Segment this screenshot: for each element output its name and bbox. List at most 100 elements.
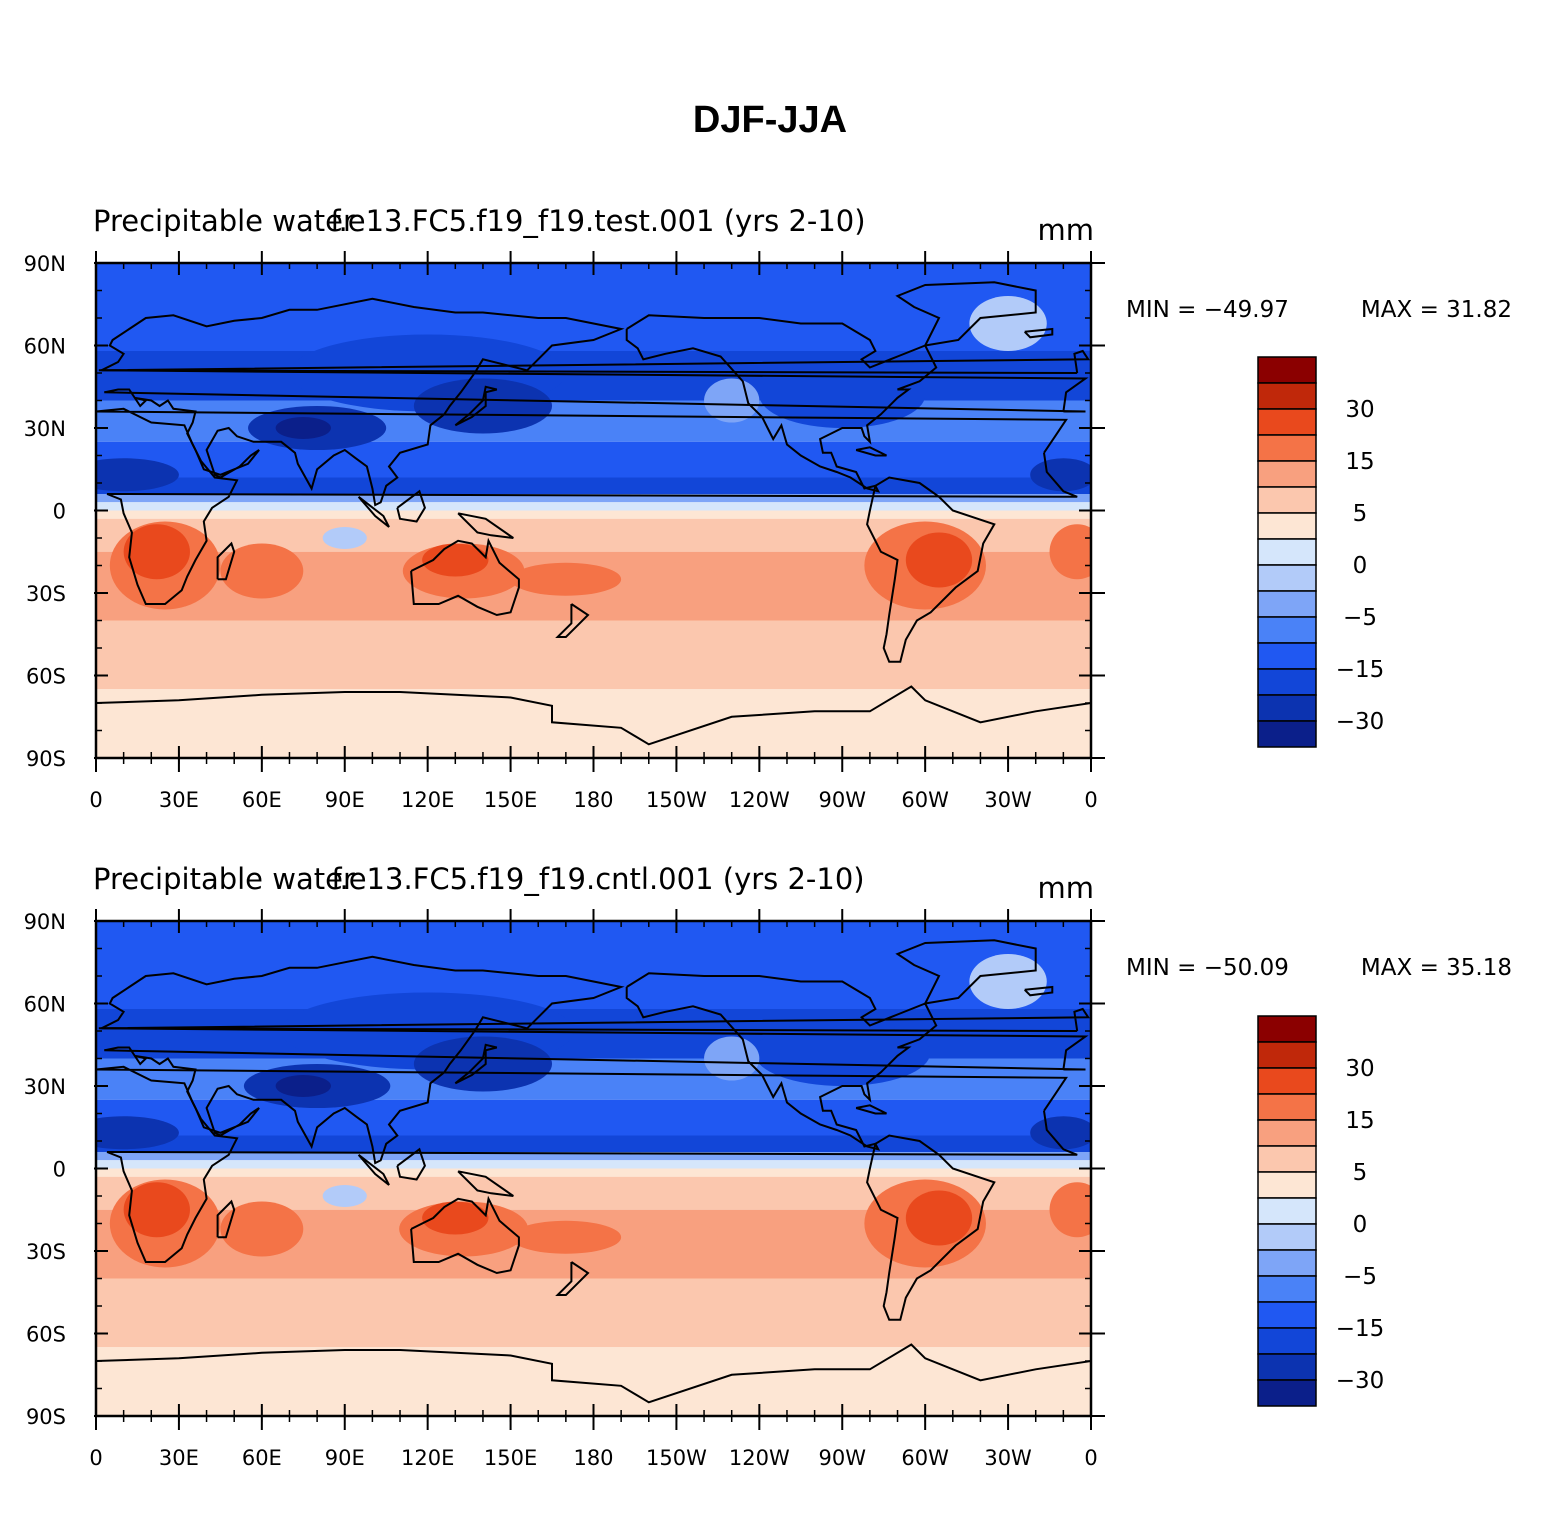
colorbar-label: 0: [1353, 553, 1368, 579]
min-label: MIN = −50.09: [1126, 955, 1289, 981]
lat-tick-label: 0: [53, 500, 66, 524]
lon-tick-label: 30E: [159, 788, 199, 812]
colorbar-box: [1257, 1067, 1317, 1095]
lon-tick-label: 60E: [242, 1446, 282, 1470]
colorbar-box: [1257, 512, 1317, 540]
lon-tick-label: 150W: [646, 1446, 707, 1470]
lon-tick-label: 0: [89, 1446, 102, 1470]
lat-tick-label: 60S: [26, 1323, 66, 1347]
lon-tick-label: 30W: [984, 788, 1032, 812]
colorbar-label: 5: [1353, 1160, 1368, 1186]
map-area: [94, 261, 1093, 760]
min-label: MIN = −49.97: [1126, 297, 1289, 323]
lon-tick-label: 90E: [325, 1446, 365, 1470]
lon-tick-label: 150E: [484, 1446, 537, 1470]
latitude-axis: 90N 60N 30N 0 30S 60S 90S: [24, 910, 1105, 1429]
colorbar-label: −30: [1336, 1368, 1385, 1394]
colorbar-box: [1257, 1327, 1317, 1355]
colorbar-box: [1257, 1171, 1317, 1199]
colorbar-box: [1257, 486, 1317, 514]
colorbar-box: [1257, 1275, 1317, 1303]
lon-tick-label: 90W: [819, 788, 867, 812]
panel-units: mm: [1038, 213, 1095, 247]
colorbar-label: 15: [1345, 1108, 1374, 1134]
lat-tick-label: 90N: [24, 252, 66, 276]
max-label: MAX = 35.18: [1361, 955, 1512, 981]
panel-left-title: Precipitable water: [93, 204, 355, 238]
colorbar-box: [1257, 1041, 1317, 1069]
colorbar-box: [1257, 668, 1317, 696]
lat-tick-label: 60N: [24, 335, 66, 359]
lat-tick-label: 0: [53, 1158, 66, 1182]
colorbar-box: [1257, 1379, 1317, 1407]
colorbar-box: [1257, 1197, 1317, 1225]
lon-tick-label: 120W: [729, 1446, 790, 1470]
longitude-axis: 0 30E 60E 90E 120E 150E 180 150W 120W 90W 60W 30W 0: [89, 909, 1098, 1470]
lat-tick-label: 60S: [26, 665, 66, 689]
colorbar-box: [1257, 1145, 1317, 1173]
colorbar-box: [1257, 408, 1317, 436]
lon-tick-label: 120E: [401, 1446, 454, 1470]
colorbar-box: [1257, 1093, 1317, 1121]
lon-tick-label: 120W: [729, 788, 790, 812]
lat-tick-label: 90N: [24, 910, 66, 934]
colorbar-label: −5: [1343, 1264, 1377, 1290]
lon-tick-label: 180: [573, 1446, 613, 1470]
colorbar-label: 0: [1353, 1212, 1368, 1238]
colorbar-box: [1257, 616, 1317, 644]
longitude-axis: 0 30E 60E 90E 120E 150E 180 150W 120W 90W 60W 30W 0: [89, 251, 1098, 812]
lon-tick-label: 60W: [901, 788, 949, 812]
panel-left-title: Precipitable water: [93, 862, 355, 896]
colorbar-label: −15: [1336, 1316, 1385, 1342]
lon-tick-label: 180: [573, 788, 613, 812]
colorbar-box: [1257, 1015, 1317, 1043]
colorbar: 30 15 5 0 −5 −15 −30: [1257, 1015, 1385, 1407]
map-panel-test: Precipitable water f.e13.FC5.f19_f19.tes…: [24, 204, 1512, 812]
lon-tick-label: 30W: [984, 1446, 1032, 1470]
colorbar-box: [1257, 1223, 1317, 1251]
panel-center-title: f.e13.FC5.f19_f19.test.001 (yrs 2-10): [330, 204, 865, 238]
colorbar-box: [1257, 694, 1317, 722]
colorbar-box: [1257, 720, 1317, 748]
lat-tick-label: 30S: [26, 582, 66, 606]
lon-tick-label: 90W: [819, 1446, 867, 1470]
lon-tick-label: 150W: [646, 788, 707, 812]
lon-tick-label: 60E: [242, 788, 282, 812]
colorbar-box: [1257, 460, 1317, 488]
colorbar-box: [1257, 1353, 1317, 1381]
lat-tick-label: 90S: [26, 747, 66, 771]
colorbar-label: 30: [1345, 397, 1374, 423]
lon-tick-label: 120E: [401, 788, 454, 812]
figure-title: DJF-JJA: [693, 99, 847, 141]
lon-tick-label: 0: [89, 788, 102, 812]
lat-tick-label: 30S: [26, 1240, 66, 1264]
colorbar: 30 15 5 0 −5 −15 −30: [1257, 356, 1385, 748]
colorbar-box: [1257, 1119, 1317, 1147]
colorbar-box: [1257, 590, 1317, 618]
colorbar-label: −15: [1336, 657, 1385, 683]
lon-tick-label: 60W: [901, 1446, 949, 1470]
colorbar-box: [1257, 382, 1317, 410]
lon-tick-label: 90E: [325, 788, 365, 812]
colorbar-box: [1257, 1249, 1317, 1277]
map-area: [94, 919, 1093, 1418]
lon-tick-label: 150E: [484, 788, 537, 812]
lon-tick-label: 0: [1084, 1446, 1097, 1470]
colorbar-box: [1257, 538, 1317, 566]
field-shading: [96, 921, 1091, 1416]
colorbar-label: 15: [1345, 449, 1374, 475]
panel-center-title: f.e13.FC5.f19_f19.cntl.001 (yrs 2-10): [331, 862, 864, 896]
map-panel-cntl: Precipitable water f.e13.FC5.f19_f19.cnt…: [24, 862, 1512, 1470]
colorbar-label: −5: [1343, 605, 1377, 631]
colorbar-box: [1257, 1301, 1317, 1329]
colorbar-box: [1257, 642, 1317, 670]
colorbar-box: [1257, 434, 1317, 462]
colorbar-label: −30: [1336, 709, 1385, 735]
colorbar-label: 30: [1345, 1056, 1374, 1082]
lat-tick-label: 30N: [24, 1075, 66, 1099]
colorbar-box: [1257, 564, 1317, 592]
lon-tick-label: 0: [1084, 788, 1097, 812]
colorbar-label: 5: [1353, 501, 1368, 527]
lon-tick-label: 30E: [159, 1446, 199, 1470]
lat-tick-label: 60N: [24, 993, 66, 1017]
